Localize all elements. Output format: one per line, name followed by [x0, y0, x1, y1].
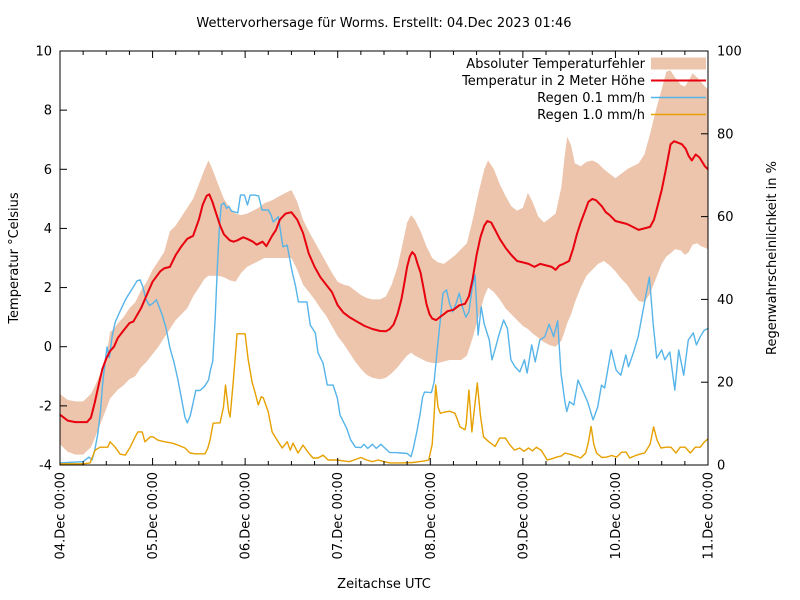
y-left-tick-label: 10	[35, 45, 52, 60]
legend-label-rain01: Regen 0.1 mm/h	[537, 91, 645, 106]
x-tick-label: 09.Dec 00:00	[516, 472, 531, 559]
y-right-tick-label: 0	[717, 459, 725, 474]
legend-label-error-band: Absoluter Temperaturfehler	[466, 57, 645, 72]
legend-swatch-error-band	[651, 57, 706, 70]
legend-label-temperature: Temperatur in 2 Meter Höhe	[461, 74, 645, 89]
x-tick-label: 11.Dec 00:00	[702, 472, 717, 559]
y-left-tick-label: 2	[44, 281, 52, 296]
y-left-tick-label: 6	[44, 163, 52, 178]
y-left-tick-label: 8	[44, 104, 52, 119]
x-tick-label: 08.Dec 00:00	[424, 472, 439, 559]
error-band-area	[60, 70, 708, 455]
y-left-tick-label: -2	[39, 399, 52, 414]
x-tick-label: 07.Dec 00:00	[331, 472, 346, 559]
legend: Absoluter Temperaturfehler Temperatur in…	[461, 57, 706, 123]
x-axis-title: Zeitachse UTC	[337, 577, 431, 592]
y-axis-right-title: Regenwahrscheinlichkeit in %	[765, 161, 780, 355]
y-right-tick-label: 40	[717, 293, 734, 308]
rain-10mm-line	[60, 333, 709, 465]
y-right-tick-label: 20	[717, 376, 734, 391]
y-left-tick-label: 0	[44, 340, 52, 355]
y-left-tick-label: -4	[39, 459, 52, 474]
temperature-line	[59, 140, 709, 424]
y-right-tick-label: 100	[717, 45, 742, 60]
legend-label-rain10: Regen 1.0 mm/h	[537, 108, 645, 123]
y-axis-left-title: Temperatur °Celsius	[7, 192, 22, 325]
y-right-tick-label: 60	[717, 210, 734, 225]
y-left-tick-label: 4	[44, 222, 52, 237]
x-tick-label: 06.Dec 00:00	[239, 472, 254, 559]
y-right-tick-label: 80	[717, 127, 734, 142]
plot-border	[59, 50, 709, 466]
rain-01mm-line	[59, 194, 709, 464]
x-tick-label: 04.Dec 00:00	[54, 472, 69, 559]
chart-title: Wettervorhersage für Worms. Erstellt: 04…	[196, 16, 571, 31]
x-tick-label: 05.Dec 00:00	[146, 472, 161, 559]
x-tick-label: 10.Dec 00:00	[609, 472, 624, 559]
